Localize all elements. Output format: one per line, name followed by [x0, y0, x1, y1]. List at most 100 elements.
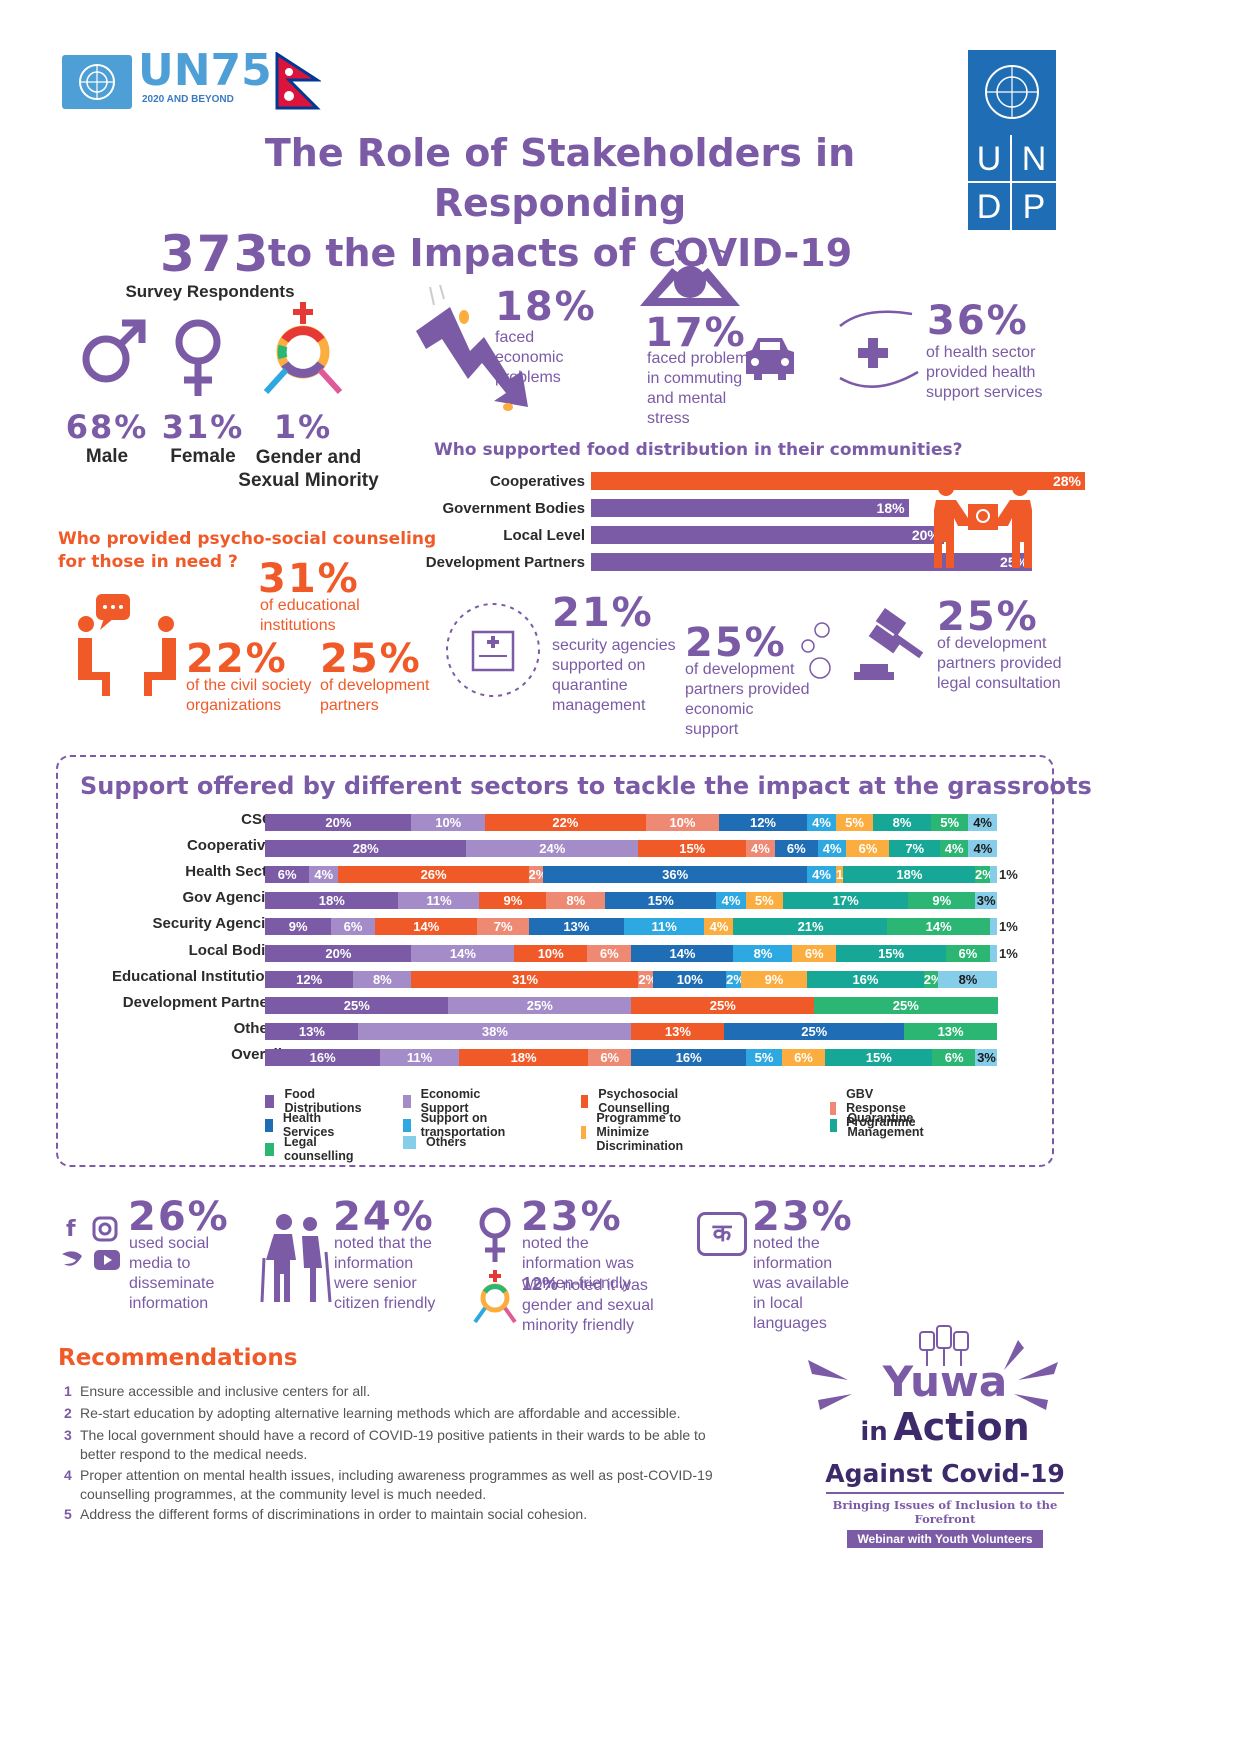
legend-item: Legal counselling [265, 1135, 357, 1163]
info-social-media-text: used social media to disseminate informa… [129, 1235, 215, 1312]
respondent-count: 373 [160, 225, 271, 283]
impact-health-pct: 36% [927, 298, 1029, 344]
info-senior-pct: 24% [333, 1194, 435, 1240]
female-info-icon [479, 1207, 511, 1262]
female-label: Female [170, 446, 236, 467]
psycho-educational-pct: 31% [258, 556, 360, 602]
recommendations-heading: Recommendations [58, 1345, 298, 1371]
social-media-icons: f [62, 1216, 120, 1270]
food-bar: 18% [591, 499, 909, 517]
un75-text: UN75 [138, 45, 272, 96]
food-row-cooperatives: Cooperatives 28% [405, 472, 1085, 490]
legend-swatch [265, 1142, 275, 1156]
legend-label: Others [426, 1135, 467, 1149]
local-language-glyph: क [712, 1220, 732, 1247]
legend-label: Economic Support [420, 1087, 481, 1115]
legend-label: Support on transportation [420, 1111, 506, 1139]
male-symbol-icon [82, 319, 146, 383]
yuwa-action: Action [893, 1405, 1030, 1449]
nepal-flag-icon [275, 51, 323, 115]
food-bar: 28% [591, 472, 1085, 490]
burst-rays-decoration [808, 1340, 1058, 1410]
impact-health-text: of health sector provided health support… [926, 344, 1043, 401]
recommendation-item: 4 Proper attention on mental health issu… [64, 1466, 724, 1504]
psycho-heading: Who provided psycho-social counseling fo… [58, 528, 436, 574]
info-gender-minority-text: noted it was gender and sexual minority … [522, 1277, 654, 1334]
food-delivery-people-icon [934, 480, 1032, 568]
food-heading: Who supported food distribution in their… [434, 440, 963, 460]
food-bar-label: Development Partners [425, 553, 585, 571]
legend-label: Food Distributions [284, 1087, 362, 1115]
legend-swatch [403, 1135, 416, 1149]
un75-subtitle: 2020 AND BEYOND [142, 94, 234, 105]
food-bar: 20% [591, 526, 944, 544]
legend-label: Quarantine Management [847, 1111, 924, 1139]
info-local-language-pct: 23% [752, 1194, 854, 1240]
info-gender-minority: 12% noted it was gender and sexual minor… [522, 1274, 662, 1336]
legend-swatch [403, 1118, 411, 1132]
legend-label: Legal counselling [284, 1135, 354, 1163]
hospital-icon [446, 603, 540, 697]
legend-label: Health Services [282, 1111, 335, 1139]
male-pct: 68% [65, 408, 149, 446]
svg-text:f: f [66, 1217, 76, 1242]
legend-swatch [403, 1094, 411, 1108]
psycho-heading-line2: for those in need ? [58, 552, 238, 572]
yuwa-badge: Webinar with Youth Volunteers [847, 1530, 1043, 1548]
security-quarantine-text: security agencies supported on quarantin… [552, 637, 676, 714]
undp-logo: U N D P [968, 50, 1056, 231]
youtube-icon [94, 1250, 120, 1270]
recommendation-number: 5 [64, 1506, 72, 1522]
dev-legal-text: of development partners provided legal c… [937, 635, 1062, 692]
un-emblem-logo [62, 55, 132, 109]
legend-swatch [265, 1094, 275, 1108]
page-title-line1: The Role of Stakeholders in Responding [264, 131, 856, 225]
psycho-educational-text: of educational institutions [260, 597, 360, 634]
info-senior-text: noted that the information were senior c… [334, 1235, 436, 1312]
info-gender-minority-pct: 12% [522, 1274, 559, 1294]
psycho-development-text: of development partners [320, 677, 430, 714]
chart-frame [56, 755, 1054, 1167]
recommendation-number: 3 [64, 1427, 72, 1443]
recommendation-text: Proper attention on mental health issues… [80, 1467, 713, 1502]
female-symbol-icon [175, 319, 221, 396]
legend-item: Quarantine Management [830, 1111, 929, 1139]
recommendation-item: 3 The local government should have a rec… [64, 1426, 724, 1464]
impact-economic-text: faced economic problems [495, 329, 564, 386]
yuwa-logo: Yuwa in Action Against Covid-19 Bringing… [810, 1360, 1080, 1548]
stressed-person-icon [640, 239, 740, 306]
legend-item: Economic Support [403, 1087, 486, 1115]
legend-label: Programme to Minimize Discrimination [596, 1111, 684, 1153]
falling-arrow-icon [416, 284, 528, 411]
undp-letter-u: U [968, 135, 1012, 183]
facebook-icon: f [66, 1217, 76, 1242]
yuwa-tagline: Bringing Issues of Inclusion to the Fore… [832, 1498, 1058, 1526]
info-women-pct: 23% [521, 1194, 623, 1240]
psycho-development-pct: 25% [320, 636, 422, 682]
legend-item: GBV Response Programme [830, 1087, 922, 1129]
security-quarantine-pct: 21% [552, 590, 654, 636]
gender-minority-info-icon [473, 1270, 517, 1324]
legend-item: Support on transportation [403, 1111, 511, 1139]
psycho-heading-line1: Who provided psycho-social counseling [58, 529, 437, 549]
car-icon [746, 338, 794, 380]
counseling-people-icon [78, 594, 176, 696]
raised-fists-icon [919, 1325, 969, 1366]
respondent-label: Survey Respondents [125, 282, 295, 301]
chart-title: Support offered by different sectors to … [80, 772, 1092, 800]
yuwa-line2: in Action [810, 1404, 1080, 1458]
un75-logo: UN75 2020 AND BEYOND [138, 45, 272, 110]
dev-economic-pct: 25% [685, 620, 787, 666]
legend-swatch [830, 1118, 838, 1132]
food-row-local-level: Local Level 20% [405, 526, 944, 544]
page-title-line2: to the Impacts of COVID-19 [267, 231, 853, 275]
recommendation-text: The local government should have a recor… [80, 1427, 706, 1462]
legend-item: Food Distributions [265, 1087, 365, 1115]
legend-swatch [581, 1125, 587, 1139]
undp-letter-n: N [1012, 135, 1056, 183]
psycho-civil-society-pct: 22% [186, 636, 288, 682]
info-social-media-pct: 26% [128, 1194, 230, 1240]
female-pct: 31% [161, 408, 245, 446]
food-bar-label: Local Level [503, 526, 585, 544]
legend-item: Psychosocial Counselling [581, 1087, 684, 1115]
